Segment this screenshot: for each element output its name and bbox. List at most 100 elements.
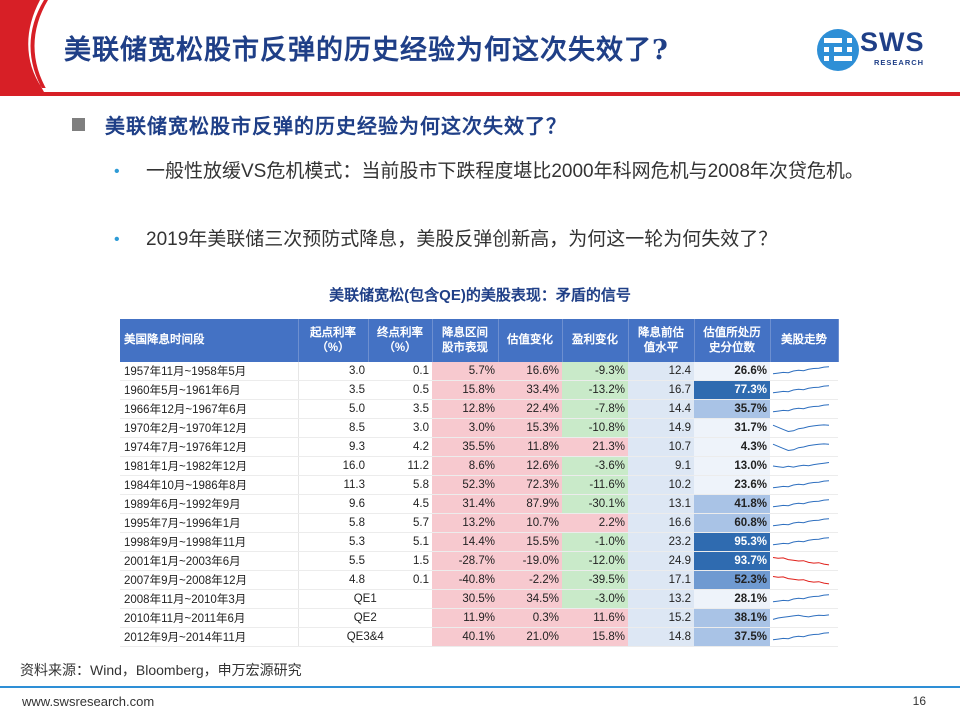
end-rate-cell: 4.5 [368,494,432,514]
pre-cut-valuation-cell: 23.2 [628,532,694,552]
trend-sparkline-cell [770,456,838,476]
valuation-percentile-cell: 77.3% [694,380,770,400]
valuation-change-cell: 21.0% [498,627,562,647]
qe-program-cell: QE3&4 [298,627,432,647]
period-cell: 2001年1月~2003年6月 [120,551,299,571]
period-cell: 1989年6月~1992年9月 [120,494,299,514]
market-return-cell: 35.5% [432,437,498,457]
table-row: 1966年12月~1967年6月 5.0 3.5 12.8% 22.4% -7.8% 14.… [120,399,838,419]
pre-cut-valuation-cell: 14.8 [628,627,694,647]
trend-sparkline [772,537,830,546]
earnings-change-cell: -39.5% [562,570,628,590]
market-return-cell: 5.7% [432,362,498,381]
page-number: 16 [912,694,926,708]
table-title: 美联储宽松(包含QE)的美股表现：矛盾的信号 [329,287,631,304]
earnings-change-cell: -12.0% [562,551,628,571]
valuation-percentile-cell: 31.7% [694,418,770,438]
start-rate-cell: 4.8 [298,570,368,590]
footer-divider [0,686,960,688]
earnings-change-cell: -13.2% [562,380,628,400]
table-row: 1970年2月~1970年12月 8.5 3.0 3.0% 15.3% -10.8% 14.… [120,418,838,438]
valuation-percentile-cell: 37.5% [694,627,770,647]
logo-icon [817,29,859,71]
trend-sparkline-cell [770,627,838,647]
column-header: 美股走势 [770,319,839,362]
column-header-line: 降息区间 [442,326,488,339]
period-cell: 1984年10月~1986年8月 [120,475,299,495]
trend-sparkline [772,632,830,641]
trend-sparkline-cell [770,475,838,495]
pre-cut-valuation-cell: 16.6 [628,513,694,533]
start-rate-cell: 8.5 [298,418,368,438]
column-header: 终点利率 （%） [368,319,433,362]
pre-cut-valuation-cell: 17.1 [628,570,694,590]
rate-cut-table: 美国降息时间段 起点利率 （%） 终点利率 （%） 降息区间 股市表现 估值变化 盈利变化 降息前… [120,319,839,647]
qe-program-cell: QE2 [298,608,432,628]
period-cell: 2012年9月~2014年11月 [120,627,299,647]
column-header-line: 值水平 [643,341,679,354]
start-rate-cell: 9.6 [298,494,368,514]
valuation-percentile-cell: 52.3% [694,570,770,590]
start-rate-cell: 16.0 [298,456,368,476]
page-title: 美联储宽松股市反弹的历史经验为何这次失效了? [64,35,669,66]
square-bullet-icon [72,118,85,131]
end-rate-cell: 0.1 [368,570,432,590]
valuation-change-cell: -19.0% [498,551,562,571]
table-row: 1984年10月~1986年8月 11.3 5.8 52.3% 72.3% -11.6% 1… [120,475,838,495]
sws-logo: SWS RESEARCH [816,24,946,76]
trend-sparkline [772,557,830,566]
period-cell: 1998年9月~1998年11月 [120,532,299,552]
valuation-change-cell: -2.2% [498,570,562,590]
start-rate-cell: 5.5 [298,551,368,571]
market-return-cell: -40.8% [432,570,498,590]
pre-cut-valuation-cell: 10.2 [628,475,694,495]
title-banner-shape [0,0,960,96]
column-header-line: 起点利率 [310,326,356,339]
valuation-change-cell: 34.5% [498,589,562,609]
table-row: 1981年1月~1982年12月 16.0 11.2 8.6% 12.6% -3.6% 9.… [120,456,838,476]
earnings-change-cell: 11.6% [562,608,628,628]
trend-sparkline-cell [770,380,838,400]
trend-sparkline-cell [770,551,838,571]
market-return-cell: 12.8% [432,399,498,419]
table-row: 1974年7月~1976年12月 9.3 4.2 35.5% 11.8% 21.3% 10.… [120,437,838,457]
footer-url: www.swsresearch.com [22,694,155,709]
valuation-change-cell: 15.5% [498,532,562,552]
trend-sparkline [772,385,830,394]
valuation-percentile-cell: 26.6% [694,362,770,381]
valuation-change-cell: 15.3% [498,418,562,438]
bullet-text: 2019年美联储三次预防式降息，美股反弹创新高，为何这一轮为何失效了？ [146,229,778,250]
table-row: 2012年9月~2014年11月 QE3&4 40.1% 21.0% 15.8% 14.8… [120,627,838,647]
period-cell: 1981年1月~1982年12月 [120,456,299,476]
trend-sparkline [772,366,830,375]
pre-cut-valuation-cell: 12.4 [628,362,694,381]
logo-subtitle: RESEARCH [874,58,925,67]
bullet-dot-icon: • [114,231,120,248]
valuation-change-cell: 72.3% [498,475,562,495]
start-rate-cell: 9.3 [298,437,368,457]
column-header: 起点利率 （%） [298,319,369,362]
earnings-change-cell: -11.6% [562,475,628,495]
column-header-line: （%） [383,341,417,354]
start-rate-cell: 3.0 [298,362,368,381]
market-return-cell: 52.3% [432,475,498,495]
end-rate-cell: 5.1 [368,532,432,552]
valuation-change-cell: 10.7% [498,513,562,533]
earnings-change-cell: 2.2% [562,513,628,533]
market-return-cell: 40.1% [432,627,498,647]
valuation-percentile-cell: 23.6% [694,475,770,495]
pre-cut-valuation-cell: 14.9 [628,418,694,438]
valuation-percentile-cell: 60.8% [694,513,770,533]
table-row: 2008年11月~2010年3月 QE1 30.5% 34.5% -3.0% 13.2 28… [120,589,838,609]
period-cell: 1957年11月~1958年5月 [120,362,299,381]
trend-sparkline [772,462,830,468]
earnings-change-cell: -10.8% [562,418,628,438]
valuation-change-cell: 16.6% [498,362,562,381]
earnings-change-cell: -9.3% [562,362,628,381]
start-rate-cell: 5.8 [298,513,368,533]
pre-cut-valuation-cell: 13.1 [628,494,694,514]
column-header-line: 降息前估 [638,326,684,339]
table-row: 2010年11月~2011年6月 QE2 11.9% 0.3% 11.6% 15.2 38.… [120,608,838,628]
trend-sparkline [772,480,830,489]
valuation-percentile-cell: 38.1% [694,608,770,628]
